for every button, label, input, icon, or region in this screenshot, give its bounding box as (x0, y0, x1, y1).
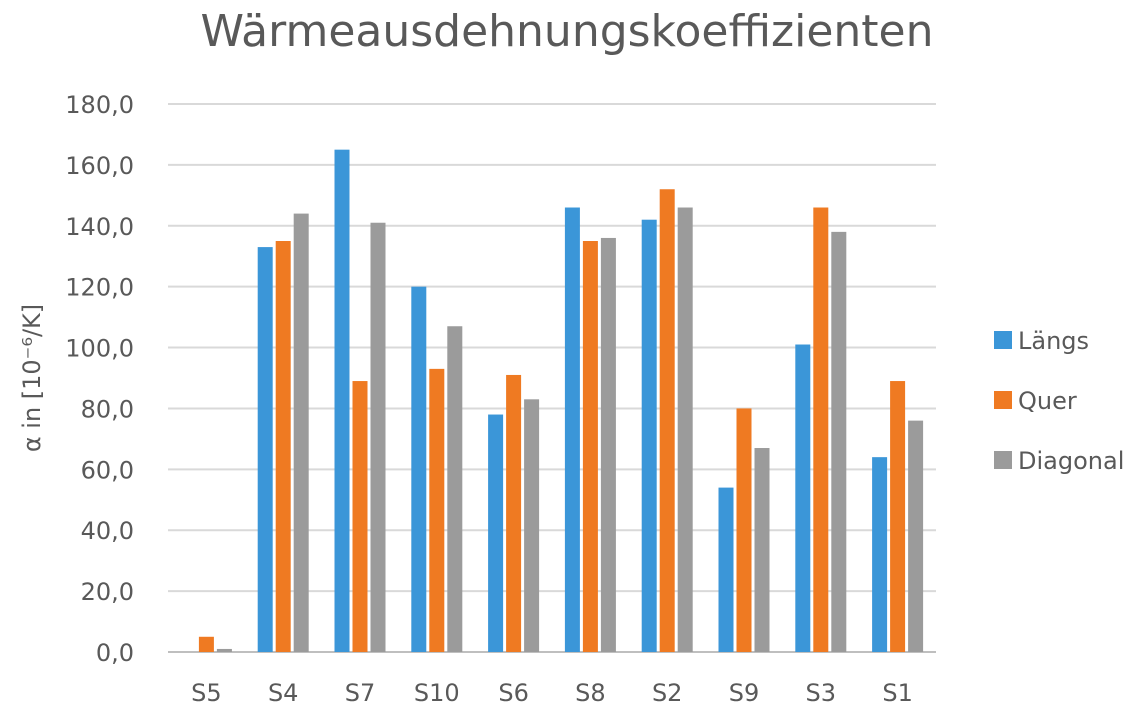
x-tick-label: S4 (268, 679, 299, 707)
y-tick-label: 0,0 (96, 639, 134, 667)
bar-Quer-S8 (582, 241, 598, 652)
bar-Diagonal-S2 (677, 207, 693, 652)
y-tick-label: 20,0 (81, 578, 134, 606)
x-tick-label: S1 (882, 679, 913, 707)
bar-Quer-S1 (890, 381, 906, 652)
bar-Längs-S9 (718, 487, 734, 652)
bar-Diagonal-S6 (524, 399, 540, 652)
y-tick-label: 80,0 (81, 395, 134, 423)
y-tick-label: 180,0 (65, 91, 134, 119)
legend-label: Diagonal (1018, 447, 1124, 475)
bar-Quer-S6 (506, 374, 522, 652)
y-tick-label: 40,0 (81, 517, 134, 545)
bar-Quer-S10 (429, 368, 445, 652)
y-axis-label: α in [10⁻⁶/K] (18, 304, 46, 452)
x-tick-label: S9 (729, 679, 760, 707)
bar-Längs-S2 (641, 219, 657, 652)
bar-Längs-S1 (872, 457, 888, 652)
bar-Längs-S3 (795, 344, 811, 652)
bar-Diagonal-S3 (831, 231, 847, 652)
x-tick-label: S10 (414, 679, 460, 707)
y-tick-label: 140,0 (65, 213, 134, 241)
bar-Diagonal-S4 (293, 213, 309, 652)
legend: Längs Quer Diagonal (994, 327, 1124, 475)
x-tick-label: S5 (191, 679, 222, 707)
bar-Quer-S5 (198, 636, 214, 652)
bar-Quer-S2 (659, 189, 675, 652)
bar-Längs-S10 (411, 286, 427, 652)
bar-Quer-S9 (736, 408, 752, 652)
bar-Quer-S4 (275, 241, 291, 652)
x-tick-label: S3 (806, 679, 837, 707)
x-tick-label: S8 (575, 679, 606, 707)
y-tick-label: 100,0 (65, 335, 134, 363)
bars (198, 149, 924, 653)
bar-Diagonal-S1 (908, 420, 924, 652)
bar-Längs-S4 (257, 247, 273, 653)
y-axis-ticks: 0,0 20,0 40,0 60,0 80,0 100,0 120,0 140,0 160,0 1… (65, 91, 134, 667)
legend-swatch (994, 331, 1012, 349)
x-axis-ticks: S5 S4 S7 S10 S6 S8 S2 S9 S3 S1 (191, 679, 913, 707)
y-tick-label: 120,0 (65, 274, 134, 302)
x-tick-label: S6 (498, 679, 529, 707)
bar-Längs-S8 (564, 207, 580, 652)
legend-swatch (994, 451, 1012, 469)
legend-label: Quer (1018, 387, 1077, 415)
legend-swatch (994, 391, 1012, 409)
bar-Diagonal-S9 (754, 448, 770, 652)
chart-title: Wärmeausdehnungskoeffizienten (200, 6, 933, 57)
bar-Diagonal-S10 (447, 326, 463, 652)
bar-Diagonal-S8 (600, 237, 616, 652)
bar-Diagonal-S7 (370, 222, 386, 652)
bar-Quer-S3 (813, 207, 829, 652)
bar-Diagonal-S5 (216, 648, 232, 652)
x-tick-label: S2 (652, 679, 683, 707)
bar-Quer-S7 (352, 381, 368, 652)
bar-Längs-S7 (334, 149, 350, 652)
bar-Längs-S6 (488, 414, 504, 652)
legend-label: Längs (1018, 327, 1089, 355)
y-tick-label: 60,0 (81, 456, 134, 484)
y-tick-label: 160,0 (65, 152, 134, 180)
x-tick-label: S7 (345, 679, 376, 707)
